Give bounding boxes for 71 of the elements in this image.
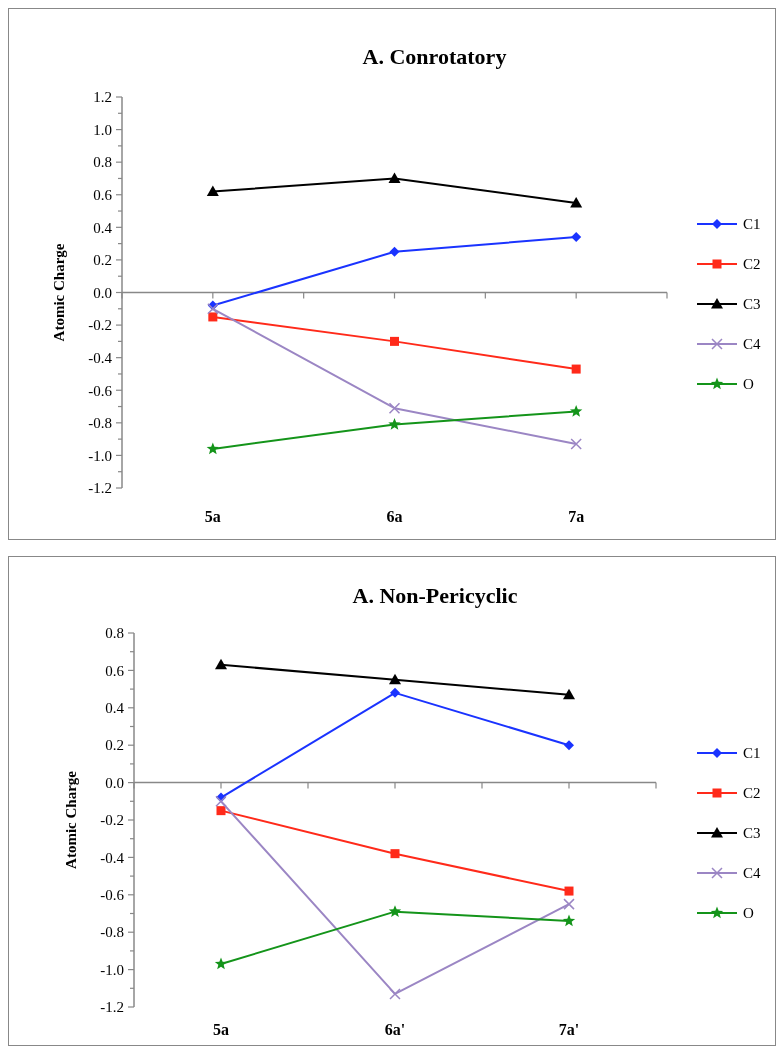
point	[390, 336, 399, 346]
y-tick-label: -0.2	[100, 812, 124, 829]
point	[571, 232, 582, 243]
y-tick-label: -1.2	[100, 999, 124, 1016]
point	[389, 988, 401, 1000]
point	[564, 740, 574, 751]
x-tick-label: 6a'	[384, 1021, 406, 1038]
legend-label: C4	[743, 865, 761, 882]
legend-label: C4	[743, 336, 761, 353]
y-tick-label: 0.2	[105, 737, 124, 754]
point	[388, 905, 402, 917]
y-tick-label: 0.4	[105, 700, 125, 717]
y-tick-label: -0.8	[100, 924, 124, 941]
y-tick-label: 0.0	[93, 284, 112, 301]
point	[215, 658, 227, 670]
y-tick-label: 1.2	[93, 89, 112, 106]
y-tick-label: -1.2	[88, 480, 112, 497]
chart-title: A. Conrotatory	[362, 44, 507, 69]
x-tick-label: 5a	[204, 508, 221, 525]
point	[388, 402, 401, 414]
point	[215, 795, 227, 808]
legend-label: C1	[743, 745, 761, 762]
y-tick-label: -0.2	[88, 317, 112, 334]
y-axis-title: Atomic Charge	[63, 770, 79, 869]
point	[563, 898, 575, 910]
legend-label: C1	[743, 216, 761, 233]
point	[390, 687, 400, 698]
x-tick-label: 5a	[213, 1021, 229, 1038]
x-tick-label: 7a	[568, 508, 585, 525]
point	[570, 196, 583, 208]
point	[389, 673, 401, 685]
x-tick-label: 6a	[386, 508, 403, 525]
point	[206, 442, 220, 455]
legend-label: O	[743, 376, 754, 393]
y-tick-label: -0.6	[88, 382, 113, 399]
y-tick-label: 1.0	[93, 121, 112, 138]
y-axis-title: Atomic Charge	[51, 243, 67, 342]
y-tick-label: -0.6	[100, 887, 125, 904]
y-tick-label: -1.0	[100, 961, 124, 978]
point	[390, 849, 400, 859]
legend-label: C2	[743, 785, 761, 802]
y-tick-label: 0.4	[93, 219, 113, 236]
point	[571, 364, 581, 374]
legend-label: C3	[743, 296, 761, 313]
point	[564, 886, 574, 896]
point	[389, 246, 400, 257]
point	[563, 688, 575, 700]
legend-label: C2	[743, 256, 761, 273]
legend-label: C3	[743, 825, 761, 842]
y-tick-label: -0.4	[100, 849, 125, 866]
y-tick-label: -0.8	[88, 415, 112, 432]
y-tick-label: 0.6	[93, 187, 113, 203]
chart-title: A. Non-Pericyclic	[352, 583, 518, 608]
point	[388, 172, 401, 183]
x-tick-label: 7a'	[558, 1021, 580, 1038]
legend-label: O	[743, 905, 754, 922]
point	[570, 438, 582, 450]
point	[207, 303, 219, 315]
point	[569, 404, 583, 417]
point	[562, 914, 576, 927]
point	[214, 957, 228, 970]
y-tick-label: 0.6	[105, 662, 125, 679]
y-tick-label: 0.0	[105, 774, 124, 791]
y-tick-label: 0.2	[93, 252, 112, 269]
y-tick-label: 0.8	[105, 625, 124, 642]
point	[208, 312, 218, 322]
y-tick-label: 0.8	[93, 154, 112, 171]
point	[388, 417, 401, 430]
point	[206, 185, 219, 196]
y-tick-label: -0.4	[88, 349, 113, 366]
point	[216, 806, 226, 816]
